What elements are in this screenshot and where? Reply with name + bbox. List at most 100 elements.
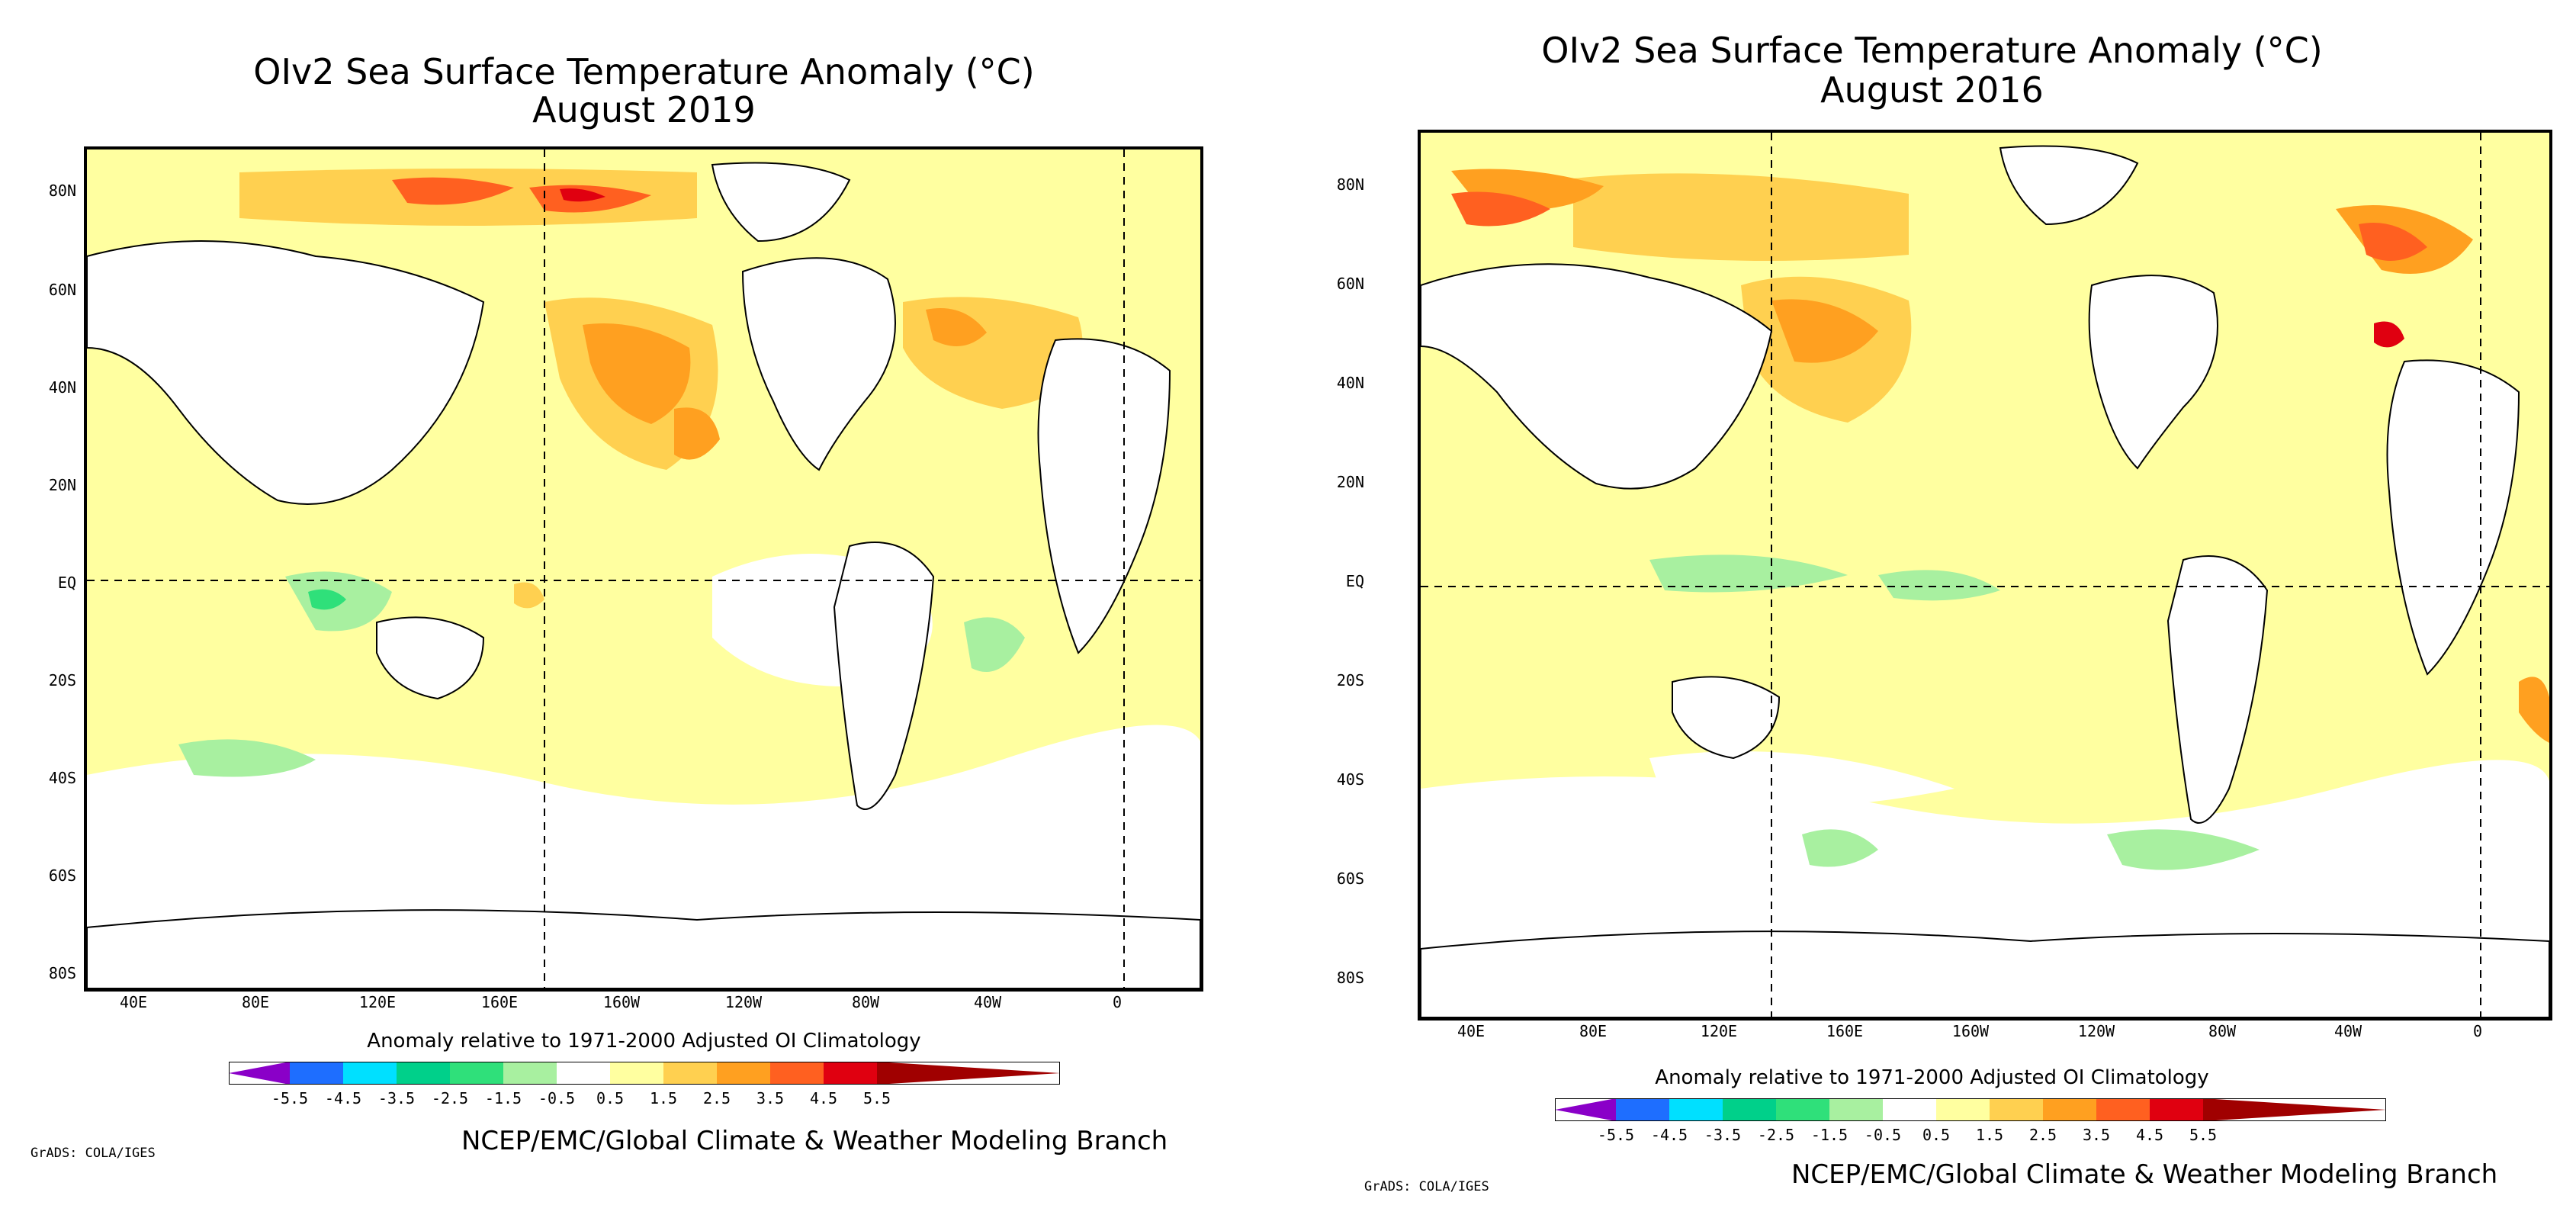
colorbar-tick: -4.5: [1650, 1126, 1688, 1144]
swatch-neg45: [1616, 1098, 1669, 1121]
lon-label: 120W: [724, 993, 763, 1011]
lon-label: 80E: [1579, 1022, 1608, 1040]
swatch-neg25: [1723, 1098, 1776, 1121]
equatorial-cool-band: [1878, 570, 2000, 601]
lon-label: 120E: [358, 993, 397, 1011]
lon-label: 160E: [480, 993, 519, 1011]
colorbar-tick: -1.5: [1810, 1126, 1848, 1144]
africa-land: [1037, 338, 1171, 654]
southwest-pacific-cool: [1802, 829, 1878, 867]
colorbar-tick: -1.5: [484, 1089, 522, 1107]
lat-label: 60N: [1336, 275, 1364, 293]
swatch-neg55: [1555, 1098, 1616, 1121]
swatch-pos05: [557, 1062, 610, 1085]
colorbar: [228, 1061, 1061, 1085]
south-indian-neutral: [1649, 751, 1954, 809]
colorbar-tick: -2.5: [431, 1089, 469, 1107]
barents-hotter: [1451, 191, 1550, 227]
peru-cool: [964, 617, 1025, 672]
colorbar-tick: 2.5: [702, 1089, 731, 1107]
lon-label: 40E: [1457, 1022, 1486, 1040]
colorbar-tick: -0.5: [1864, 1126, 1902, 1144]
lat-label: EQ: [57, 574, 76, 592]
southeast-pacific-cool: [2107, 829, 2260, 870]
swatch-pos45: [770, 1062, 824, 1085]
colorbar-tick: 4.5: [2135, 1126, 2164, 1144]
swatch-pos25: [663, 1062, 717, 1085]
lat-label: 40N: [1336, 374, 1364, 392]
credit-line: NCEP/EMC/Global Climate & Weather Modeli…: [461, 1126, 1168, 1156]
south-america-land: [833, 542, 935, 810]
swatch-neg05: [1829, 1098, 1883, 1121]
labrador-hotter: [2359, 223, 2427, 261]
swatch-high: [877, 1062, 1060, 1085]
colorbar-tick: 5.5: [2189, 1126, 2218, 1144]
swatch-neg55: [229, 1062, 290, 1085]
colorbar-tick: -3.5: [1704, 1126, 1742, 1144]
colorbar-tick: 3.5: [756, 1089, 785, 1107]
sst-anomaly-map: [1418, 130, 2552, 1021]
lat-label: 20N: [48, 476, 76, 494]
swatch-high: [2203, 1098, 2386, 1121]
lat-label: 80N: [1336, 175, 1364, 194]
grads-label: GrADS: COLA/IGES: [31, 1146, 156, 1161]
lon-label: 80W: [851, 993, 880, 1011]
swatch-pos35: [2043, 1098, 2096, 1121]
north-pacific-hot: [583, 323, 691, 424]
swatch-pos35: [717, 1062, 770, 1085]
swatch-neg35: [1669, 1098, 1723, 1121]
colorbar-tick: 3.5: [2082, 1126, 2111, 1144]
credit-line: NCEP/EMC/Global Climate & Weather Modeli…: [1791, 1159, 2498, 1190]
swatch-neg05: [503, 1062, 557, 1085]
australia-land: [1672, 676, 1781, 760]
map-title: OIv2 Sea Surface Temperature Anomaly (°C…: [253, 51, 1035, 92]
greenland-land: [711, 162, 851, 243]
swatch-neg15: [1776, 1098, 1829, 1121]
lon-label: 0: [1112, 993, 1123, 1011]
lat-label: 40S: [1336, 770, 1364, 789]
map-canvas: [1421, 133, 2549, 1017]
central-pacific-warm: [514, 582, 544, 609]
sst-anomaly-map: [84, 146, 1203, 992]
arctic-hot-spot: [392, 177, 514, 205]
northeast-pacific-hot: [674, 407, 720, 460]
grads-label: GrADS: COLA/IGES: [1364, 1179, 1489, 1194]
swatch-pos55: [824, 1062, 877, 1085]
colorbar-swatches: [1554, 1098, 2387, 1122]
map-title: OIv2 Sea Surface Temperature Anomaly (°C…: [1541, 30, 2323, 71]
greenland-land: [1999, 145, 2139, 226]
colorbar-tick: -5.5: [1597, 1126, 1635, 1144]
lat-label: 80S: [48, 964, 76, 982]
lat-label: 60S: [1336, 869, 1364, 888]
map-panel-2016: OIv2 Sea Surface Temperature Anomaly (°C…: [1288, 0, 2576, 1215]
swatch-pos45: [2096, 1098, 2150, 1121]
colorbar-tick: 0.5: [1922, 1126, 1951, 1144]
map-subtitle: August 2016: [1820, 69, 2044, 111]
map-subtitle: August 2019: [532, 89, 756, 130]
africa-land: [2386, 359, 2520, 676]
colorbar-tick: -4.5: [324, 1089, 362, 1107]
lon-label: 120W: [2077, 1022, 2115, 1040]
colorbar-tick: -2.5: [1757, 1126, 1795, 1144]
lat-label: 20S: [48, 671, 76, 689]
colorbar-tick: 4.5: [809, 1089, 838, 1107]
lat-label: 20S: [1336, 671, 1364, 689]
antarctica-land: [1421, 931, 2549, 1017]
swatch-pos05: [1883, 1098, 1936, 1121]
colorbar-swatches: [228, 1061, 1061, 1085]
south-atlantic-hot: [2519, 677, 2549, 743]
lon-label: 160E: [1826, 1022, 1864, 1040]
lat-label: 20N: [1336, 473, 1364, 491]
gulf-max: [2374, 321, 2404, 348]
swatch-neg15: [450, 1062, 503, 1085]
arctic-warm-band: [1573, 173, 1909, 261]
lon-label: 40W: [973, 993, 1002, 1011]
lon-label: 40W: [2333, 1022, 2362, 1040]
lon-label: 40E: [119, 993, 148, 1011]
labrador-hot: [926, 308, 987, 346]
colorbar-tick: -5.5: [271, 1089, 309, 1107]
eurasia-land: [1421, 263, 1773, 490]
swatch-pos15: [1936, 1098, 1990, 1121]
lon-label: 160W: [602, 993, 641, 1011]
lon-label: 120E: [1700, 1022, 1738, 1040]
